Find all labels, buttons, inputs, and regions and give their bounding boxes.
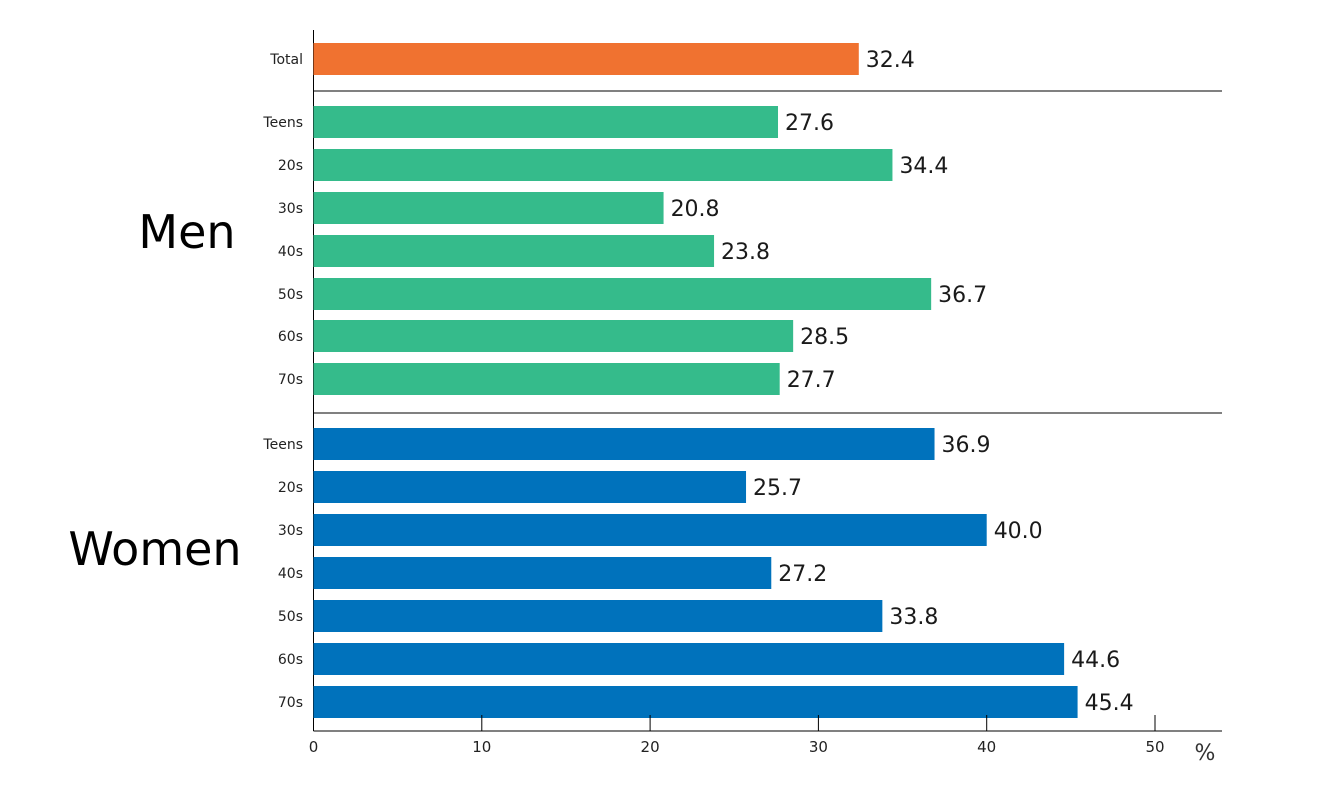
value-label-women-20s: 25.7 [753,476,802,501]
value-label-men-teens: 27.6 [785,111,834,136]
value-label-women-teens: 36.9 [942,433,991,458]
bar-men-60s [313,320,794,352]
bar-total-total [313,43,859,75]
x-tick-label-50: 50 [1145,738,1164,756]
value-label-men-30s: 20.8 [671,197,720,222]
value-label-women-60s: 44.6 [1071,648,1120,673]
x-tick-label-10: 10 [472,738,491,756]
value-label-women-40s: 27.2 [778,562,827,587]
value-label-men-20s: 34.4 [899,154,948,179]
bar-men-30s [313,192,664,224]
bar-women-70s [313,686,1078,718]
group-label-women: Women [68,522,241,576]
bar-men-20s [313,149,893,181]
x-tick-label-40: 40 [977,738,996,756]
category-label-women-70s: 70s [278,695,303,711]
value-label-total-total: 32.4 [866,48,915,73]
bar-men-70s [313,363,780,395]
bar-women-50s [313,600,883,632]
category-label-men-70s: 70s [278,372,303,388]
category-label-men-teens: Teens [262,115,303,131]
category-label-men-60s: 60s [278,329,303,345]
x-tick-label-20: 20 [641,738,660,756]
bar-women-30s [313,514,987,546]
category-label-women-40s: 40s [278,566,303,582]
bar-women-20s [313,471,747,503]
category-label-women-60s: 60s [278,652,303,668]
bar-men-50s [313,278,932,310]
value-label-women-70s: 45.4 [1085,691,1134,716]
category-label-women-30s: 30s [278,523,303,539]
bar-women-60s [313,643,1065,675]
bar-men-40s [313,235,715,267]
value-label-men-40s: 23.8 [721,240,770,265]
x-unit-label: % [1195,741,1216,766]
category-label-men-50s: 50s [278,287,303,303]
bar-women-teens [313,428,935,460]
category-label-men-20s: 20s [278,158,303,174]
value-label-men-50s: 36.7 [938,283,987,308]
bar-women-40s [313,557,772,589]
category-label-men-40s: 40s [278,244,303,260]
value-label-women-50s: 33.8 [889,605,938,630]
bar-men-teens [313,106,779,138]
value-label-men-70s: 27.7 [787,368,836,393]
value-label-women-30s: 40.0 [994,519,1043,544]
category-label-total-total: Total [269,52,303,68]
category-label-women-teens: Teens [262,437,303,453]
category-label-women-50s: 50s [278,609,303,625]
value-label-men-60s: 28.5 [800,325,849,350]
x-tick-label-30: 30 [809,738,828,756]
group-label-men: Men [138,205,235,259]
category-label-women-20s: 20s [278,480,303,496]
category-label-men-30s: 30s [278,201,303,217]
x-tick-label-0: 0 [309,738,319,756]
